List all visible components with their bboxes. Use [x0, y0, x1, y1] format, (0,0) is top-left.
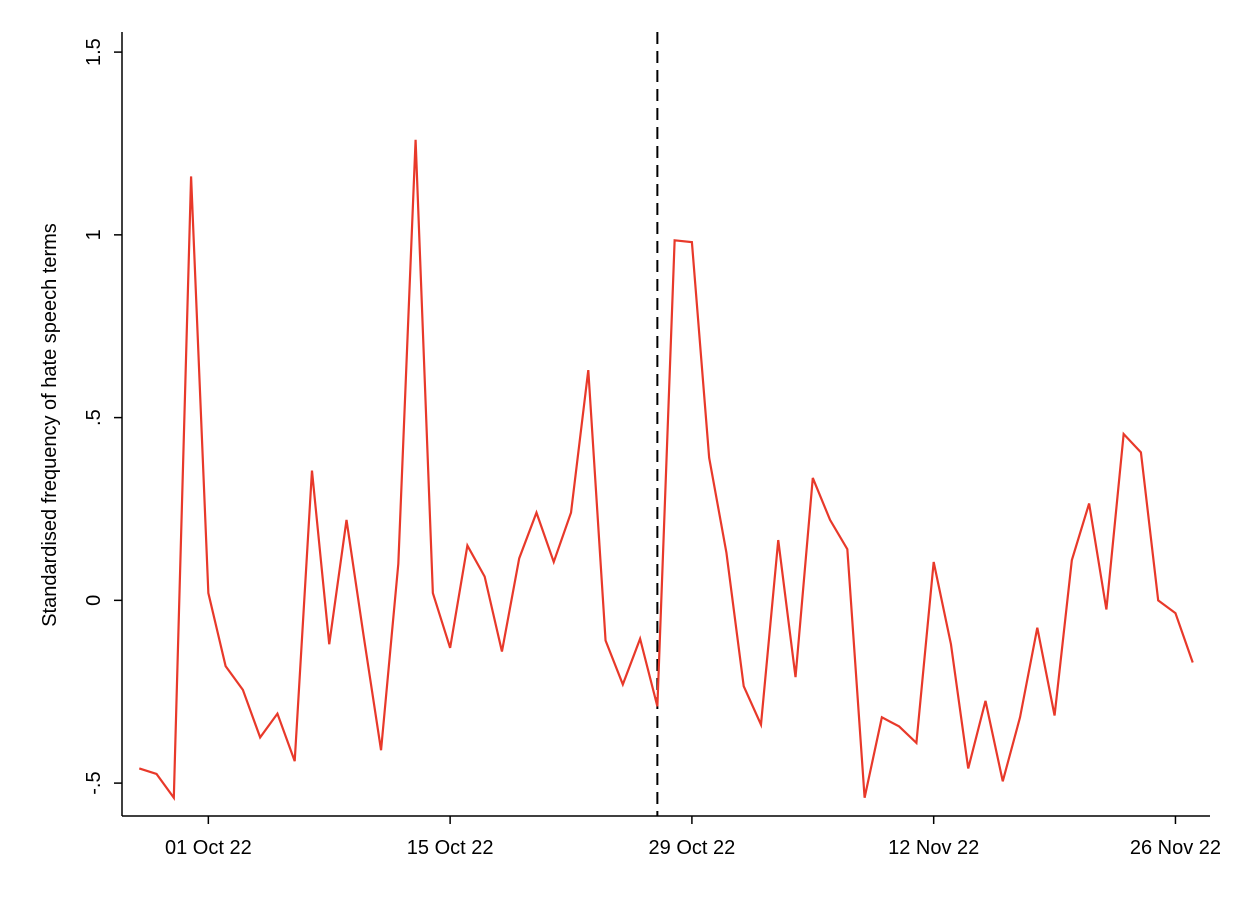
- x-tick-label: 15 Oct 22: [407, 837, 494, 859]
- y-tick-label: -.5: [83, 771, 105, 794]
- y-tick-label: 0: [83, 595, 105, 606]
- y-tick-label: .5: [83, 409, 105, 426]
- y-tick-label: 1: [83, 229, 105, 240]
- y-tick-label: 1.5: [83, 38, 105, 66]
- y-axis-label: Standardised frequency of hate speech te…: [39, 223, 61, 627]
- x-tick-label: 01 Oct 22: [165, 837, 252, 859]
- x-tick-label: 29 Oct 22: [649, 837, 736, 859]
- x-tick-label: 12 Nov 22: [888, 837, 979, 859]
- x-tick-label: 26 Nov 22: [1130, 837, 1221, 859]
- data-line: [138, 139, 1194, 801]
